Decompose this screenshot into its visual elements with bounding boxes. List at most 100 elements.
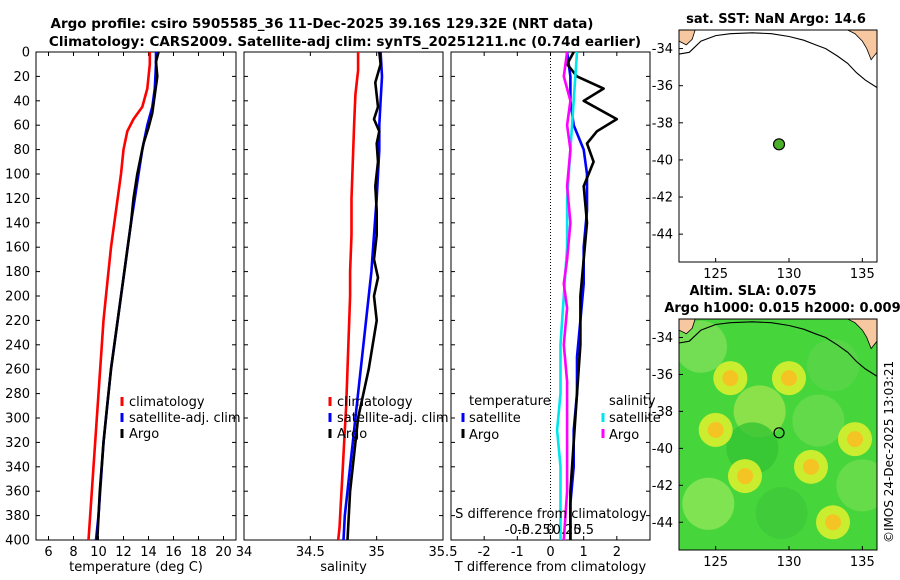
differences-line-salinity-argo xyxy=(562,51,572,541)
sla-warm-core xyxy=(737,468,753,485)
sla-map-contour xyxy=(679,321,877,377)
differences-xtick-label: 0 xyxy=(546,545,554,560)
temperature-xtick-label: 12 xyxy=(115,545,132,560)
depth-tick-label: 180 xyxy=(5,265,30,280)
sla-warm-core xyxy=(781,370,797,387)
figure-title-line1: Argo profile: csiro 5905585_36 11-Dec-20… xyxy=(51,16,594,32)
temperature-legend-label: Argo xyxy=(129,427,159,442)
sla-warm-core xyxy=(825,514,841,531)
temperature-xlabel: temperature (deg C) xyxy=(69,560,203,575)
depth-tick-label: 160 xyxy=(5,241,30,256)
differences-xtick-label: 2 xyxy=(613,545,621,560)
temperature-xtick-label: 20 xyxy=(215,545,232,560)
temperature-xtick-label: 8 xyxy=(69,545,77,560)
depth-tick-label: 320 xyxy=(5,436,30,451)
sst-map-xtick-label: 125 xyxy=(703,267,728,282)
sla-cell xyxy=(682,477,735,530)
sla-map-ytick-label: -36 xyxy=(652,368,673,383)
salinity-diff-tick-label: -0.5 xyxy=(505,523,530,538)
salinity-legend-label: climatology xyxy=(337,395,413,410)
sla-cell xyxy=(792,394,845,447)
temperature-xtick-label: 6 xyxy=(44,545,52,560)
salinity-line-satellite-adj-clim xyxy=(342,51,384,541)
temperature-xtick-label: 14 xyxy=(140,545,157,560)
salinity-diff-tick-label: -0.25 xyxy=(517,523,551,538)
sla-cell xyxy=(807,339,859,392)
salinity-xtick-label: 34.5 xyxy=(296,545,325,560)
depth-tick-label: 0 xyxy=(22,46,30,61)
sst-map-ytick-label: -38 xyxy=(652,116,673,131)
sla-map-axes xyxy=(678,318,878,551)
temperature-line-climatology xyxy=(87,52,152,541)
sst-map-xtick-label: 135 xyxy=(850,267,875,282)
depth-tick-label: 300 xyxy=(5,412,30,427)
depth-tick-label: 140 xyxy=(5,216,30,231)
sla-map-ytick-label: -38 xyxy=(652,405,673,420)
salinity-diff-tick-label: 0.25 xyxy=(553,523,582,538)
sst-map-ytick-label: -36 xyxy=(652,79,673,94)
salinity-diff-tick-label: 0 xyxy=(546,523,554,538)
sla-warm-core xyxy=(847,431,863,448)
sst-map-ytick-label: -34 xyxy=(652,42,673,57)
legend-salinity-label: Argo xyxy=(609,428,639,443)
temperature-xtick-label: 16 xyxy=(165,545,182,560)
sst-map-xtick-label: 130 xyxy=(777,267,802,282)
sst-map-ytick-label: -40 xyxy=(652,153,673,168)
sla-map-ytick-label: -42 xyxy=(652,479,673,494)
sla-map-title-line2: Argo h1000: 0.015 h2000: 0.0092 xyxy=(664,301,900,316)
depth-tick-label: 380 xyxy=(5,509,30,524)
sla-map-xtick-label: 130 xyxy=(777,555,802,570)
differences-xlabel: T difference from climatology xyxy=(454,560,647,575)
depth-tick-label: 100 xyxy=(5,168,30,183)
temperature-legend-label: climatology xyxy=(129,395,205,410)
salinity-xtick-label: 34 xyxy=(236,545,253,560)
legend-salinity-header: salinity xyxy=(609,394,656,409)
sst-map-land xyxy=(679,30,877,61)
salinity-xtick-label: 35 xyxy=(368,545,385,560)
imos-credit: ©IMOS 24-Dec-2025 13:03:21 xyxy=(882,361,896,543)
differences-xtick-label: -2 xyxy=(478,545,491,560)
salinity-legend-label: Argo xyxy=(337,427,367,442)
salinity-diff-tick-label: 0.5 xyxy=(573,523,594,538)
legend-salinity-label: satellite xyxy=(609,411,661,426)
salinity-xlabel: salinity xyxy=(320,560,367,575)
sla-cell xyxy=(836,459,877,512)
temperature-axes xyxy=(35,51,237,541)
sla-map-ytick-label: -40 xyxy=(652,442,673,457)
differences-xtick-label: 1 xyxy=(580,545,588,560)
sla-map-xtick-label: 135 xyxy=(850,555,875,570)
sst-map-contour xyxy=(679,32,877,88)
depth-tick-label: 40 xyxy=(13,94,30,109)
legend-temperature-label: satellite xyxy=(469,411,521,426)
depth-tick-label: 340 xyxy=(5,460,30,475)
sst-map-ytick-label: -44 xyxy=(652,228,673,243)
sla-warm-core xyxy=(803,458,819,475)
depth-tick-label: 120 xyxy=(5,192,30,207)
depth-tick-label: 60 xyxy=(13,119,30,134)
sla-cell xyxy=(679,320,727,373)
salinity-diff-label: S difference from climatology xyxy=(455,507,647,522)
salinity-legend-label: satellite-adj. clim xyxy=(337,411,449,426)
temperature-xtick-label: 10 xyxy=(90,545,107,560)
depth-tick-label: 360 xyxy=(5,485,30,500)
depth-tick-label: 400 xyxy=(5,534,30,549)
sla-warm-core xyxy=(707,421,724,438)
differences-line-temperature-argo xyxy=(565,51,619,540)
salinity-line-climatology xyxy=(336,52,360,541)
sst-map-title: sat. SST: NaN Argo: 14.6 xyxy=(686,12,866,27)
depth-tick-label: 200 xyxy=(5,290,30,305)
legend-temperature-label: Argo xyxy=(469,428,499,443)
sla-map-xtick-label: 125 xyxy=(703,555,728,570)
temperature-legend-label: satellite-adj. clim xyxy=(129,411,241,426)
sla-warm-core xyxy=(722,370,739,387)
temperature-line-argo xyxy=(96,51,160,541)
sla-map-ytick-label: -34 xyxy=(652,331,673,346)
sla-cell xyxy=(755,487,808,540)
salinity-xtick-label: 35.5 xyxy=(429,545,458,560)
sla-map-land xyxy=(679,319,877,350)
sla-map-content xyxy=(679,319,877,550)
sla-map-argo-marker xyxy=(773,427,785,439)
depth-tick-label: 260 xyxy=(5,363,30,378)
depth-tick-label: 220 xyxy=(5,314,30,329)
